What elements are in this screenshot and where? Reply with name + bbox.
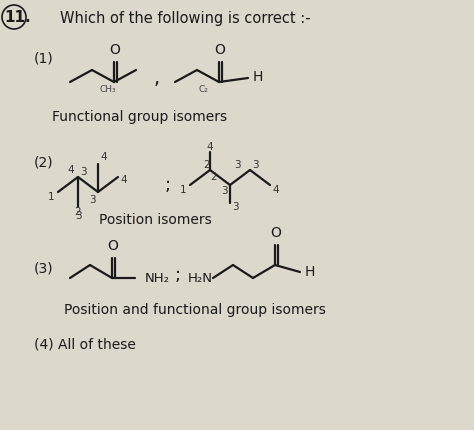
Text: 3: 3	[80, 167, 87, 177]
Text: (1): (1)	[34, 51, 54, 65]
Text: 2: 2	[210, 172, 217, 182]
Text: Position and functional group isomers: Position and functional group isomers	[64, 303, 326, 317]
Text: 3: 3	[232, 202, 238, 212]
Text: 1: 1	[179, 185, 186, 195]
Text: O: O	[108, 239, 118, 253]
Text: Which of the following is correct :-: Which of the following is correct :-	[60, 10, 310, 25]
Text: (2): (2)	[34, 156, 54, 170]
Text: ,: ,	[154, 68, 160, 87]
Text: 1: 1	[47, 192, 54, 202]
Text: NH₂: NH₂	[145, 271, 170, 285]
Text: 11.: 11.	[4, 10, 31, 25]
Text: O: O	[109, 43, 120, 57]
Text: 4: 4	[100, 152, 107, 162]
Text: (3): (3)	[34, 261, 54, 275]
Text: 3: 3	[234, 160, 241, 170]
Text: 3: 3	[252, 160, 259, 170]
Text: Position isomers: Position isomers	[99, 213, 211, 227]
Text: 3: 3	[90, 195, 96, 205]
Text: 3: 3	[75, 211, 82, 221]
Text: C₂: C₂	[198, 86, 208, 95]
Text: Functional group isomers: Functional group isomers	[53, 110, 228, 124]
Text: O: O	[271, 226, 282, 240]
Text: 4: 4	[120, 175, 127, 185]
Text: 4: 4	[272, 185, 279, 195]
Text: 4: 4	[207, 142, 213, 152]
Text: CH₃: CH₃	[100, 86, 116, 95]
Text: 2: 2	[203, 160, 210, 170]
Text: ;: ;	[175, 266, 181, 284]
Text: 4: 4	[67, 165, 74, 175]
Text: (4) All of these: (4) All of these	[34, 338, 136, 352]
Text: 2: 2	[75, 207, 82, 217]
Text: ;: ;	[165, 176, 171, 194]
Text: O: O	[215, 43, 226, 57]
Text: H: H	[253, 70, 264, 84]
Text: H: H	[305, 265, 315, 279]
Text: 3: 3	[221, 186, 228, 196]
Text: H₂N: H₂N	[188, 271, 213, 285]
